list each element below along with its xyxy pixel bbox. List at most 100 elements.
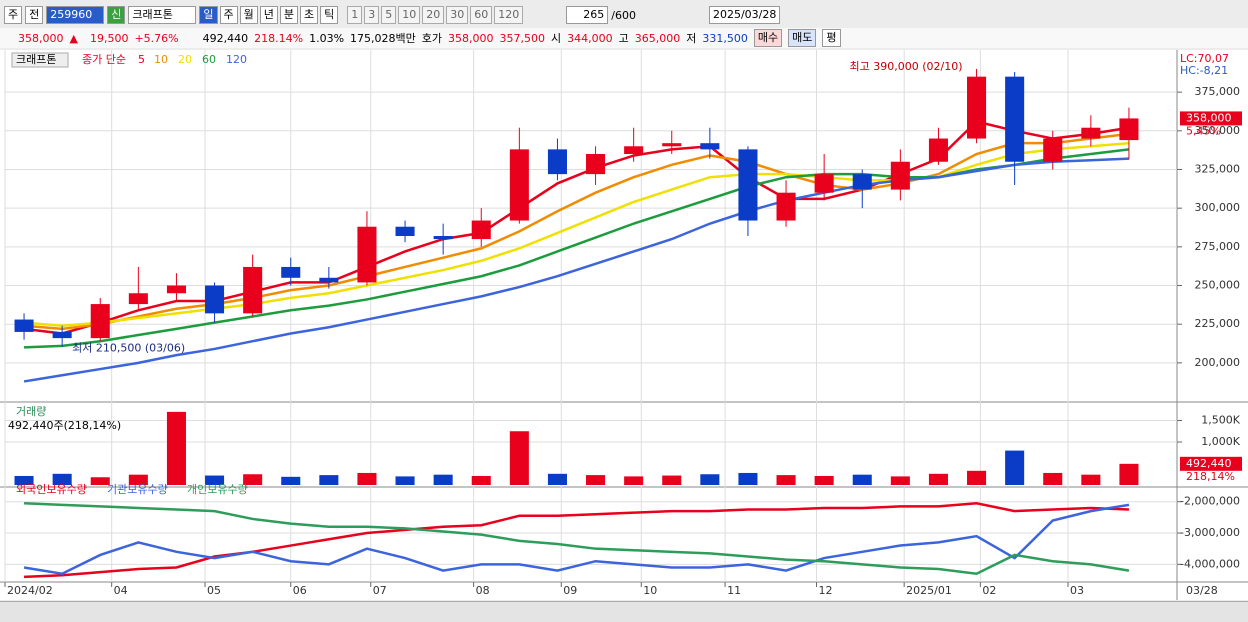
- sell-button[interactable]: 매도: [788, 29, 817, 47]
- intervals: 1 3 5 10 20 30 60 120: [347, 6, 524, 24]
- avg-button[interactable]: 평: [822, 29, 841, 47]
- ma-label: 종가 단순: [82, 53, 126, 66]
- y-tick-label: 1,000K: [1201, 435, 1240, 448]
- volume-bar: [357, 472, 377, 485]
- volume-bar: [319, 475, 339, 485]
- volume-bar: [814, 475, 834, 485]
- ma-line: [23, 157, 1130, 383]
- interval-button[interactable]: 120: [494, 6, 524, 24]
- volume-bar: [395, 476, 415, 485]
- y-tick-label: 300,000: [1195, 201, 1241, 214]
- volume-bar: [509, 431, 529, 485]
- period-button[interactable]: 분: [279, 6, 298, 24]
- x-tick-label: 12: [819, 584, 833, 597]
- name-box: [11, 52, 69, 68]
- interval-button[interactable]: 30: [446, 6, 469, 24]
- candle-body: [205, 285, 225, 314]
- low: 331,500: [702, 31, 748, 45]
- date[interactable]: 2025/03/28: [708, 6, 781, 24]
- volume-bar: [890, 476, 910, 485]
- period-button[interactable]: 일: [199, 6, 218, 24]
- candle-body: [738, 149, 758, 221]
- y-tick-label: 200,000: [1195, 356, 1241, 369]
- x-tick-label: 2025/01: [906, 584, 952, 597]
- candle-body: [281, 266, 301, 278]
- low-label: 저: [686, 32, 697, 45]
- y-tick-label: 1,500K: [1201, 413, 1240, 426]
- candle-body: [928, 138, 948, 162]
- interval-button[interactable]: 60: [470, 6, 493, 24]
- volume-bar: [1081, 474, 1101, 485]
- y-tick-label: 325,000: [1195, 162, 1241, 175]
- x-tick-label: 03: [1070, 584, 1084, 597]
- amount: 175,028백만: [350, 32, 416, 45]
- holding-line: [23, 502, 1130, 576]
- y-tick-label: 350,000: [1195, 124, 1241, 137]
- scrollbar[interactable]: [0, 601, 1248, 622]
- panel-subtitle: 492,440주(218,14%): [8, 419, 121, 432]
- y-tick-label: -4,000,000: [1180, 557, 1240, 570]
- scope[interactable]: 전: [25, 6, 44, 24]
- buy-button[interactable]: 매수: [753, 29, 783, 47]
- volume-bar: [700, 474, 720, 485]
- x-tick-label: 09: [563, 584, 577, 597]
- ma-line: [23, 148, 1130, 349]
- legend-entry: 10: [154, 53, 168, 66]
- last-ratio: 218,14%: [1186, 470, 1235, 483]
- x-end-label: 03/28: [1186, 584, 1218, 597]
- x-tick-label: 11: [727, 584, 741, 597]
- count-max: /600: [611, 8, 636, 22]
- stock-name[interactable]: 크래프톤: [128, 6, 197, 24]
- volume: 492,440: [202, 31, 249, 45]
- period-button[interactable]: 틱: [320, 6, 339, 24]
- stock-label: 크래프톤: [16, 53, 56, 66]
- period-button[interactable]: 초: [300, 6, 319, 24]
- candle-body: [433, 236, 453, 240]
- y-tick-label: 225,000: [1195, 317, 1241, 330]
- volume-bar: [738, 472, 758, 485]
- legend-entry: 5: [138, 53, 145, 66]
- candle-body: [357, 226, 377, 283]
- volume-bar: [776, 475, 796, 485]
- volume-bar: [166, 411, 186, 485]
- info-bar: 358,000 ▲ 19,500 +5.76% 492,440 218.14% …: [0, 28, 1248, 48]
- volume-bar: [547, 473, 567, 485]
- period-button[interactable]: 월: [239, 6, 258, 24]
- candle-body: [967, 76, 987, 139]
- interval-button[interactable]: 5: [381, 6, 397, 24]
- x-tick-label: 10: [643, 584, 657, 597]
- volume-bar: [928, 473, 948, 485]
- interval-button[interactable]: 10: [398, 6, 421, 24]
- y-tick-label: 275,000: [1195, 240, 1241, 253]
- legend-entry: 개인보유수량: [187, 483, 248, 496]
- interval-button[interactable]: 1: [347, 6, 363, 24]
- interval-button[interactable]: 3: [364, 6, 380, 24]
- candle-body: [547, 149, 567, 175]
- volume-bar: [52, 473, 72, 485]
- volume-bar: [662, 475, 682, 485]
- ma-line: [23, 120, 1130, 335]
- candle-body: [128, 293, 148, 305]
- candle-body: [700, 143, 720, 150]
- market[interactable]: 주: [4, 6, 23, 24]
- legend-entry: 외국인보유수량: [16, 483, 87, 496]
- count[interactable]: 265: [566, 6, 609, 24]
- candle-body: [814, 174, 834, 193]
- candle-body: [1081, 127, 1101, 139]
- interval-button[interactable]: 20: [422, 6, 445, 24]
- quote-label: 호가: [421, 32, 443, 45]
- panel-title: 거래량: [16, 405, 46, 418]
- period-button[interactable]: 주: [219, 6, 238, 24]
- candle-body: [852, 174, 872, 190]
- volume-bar: [90, 477, 110, 485]
- candle-body: [319, 277, 339, 283]
- turnover: 1.03%: [309, 31, 345, 45]
- volume-bar: [624, 476, 644, 485]
- candle-body: [1043, 138, 1063, 162]
- ma-line: [23, 141, 1130, 327]
- code[interactable]: 259960: [46, 6, 105, 24]
- period-button[interactable]: 년: [259, 6, 278, 24]
- volume-bar: [471, 475, 491, 485]
